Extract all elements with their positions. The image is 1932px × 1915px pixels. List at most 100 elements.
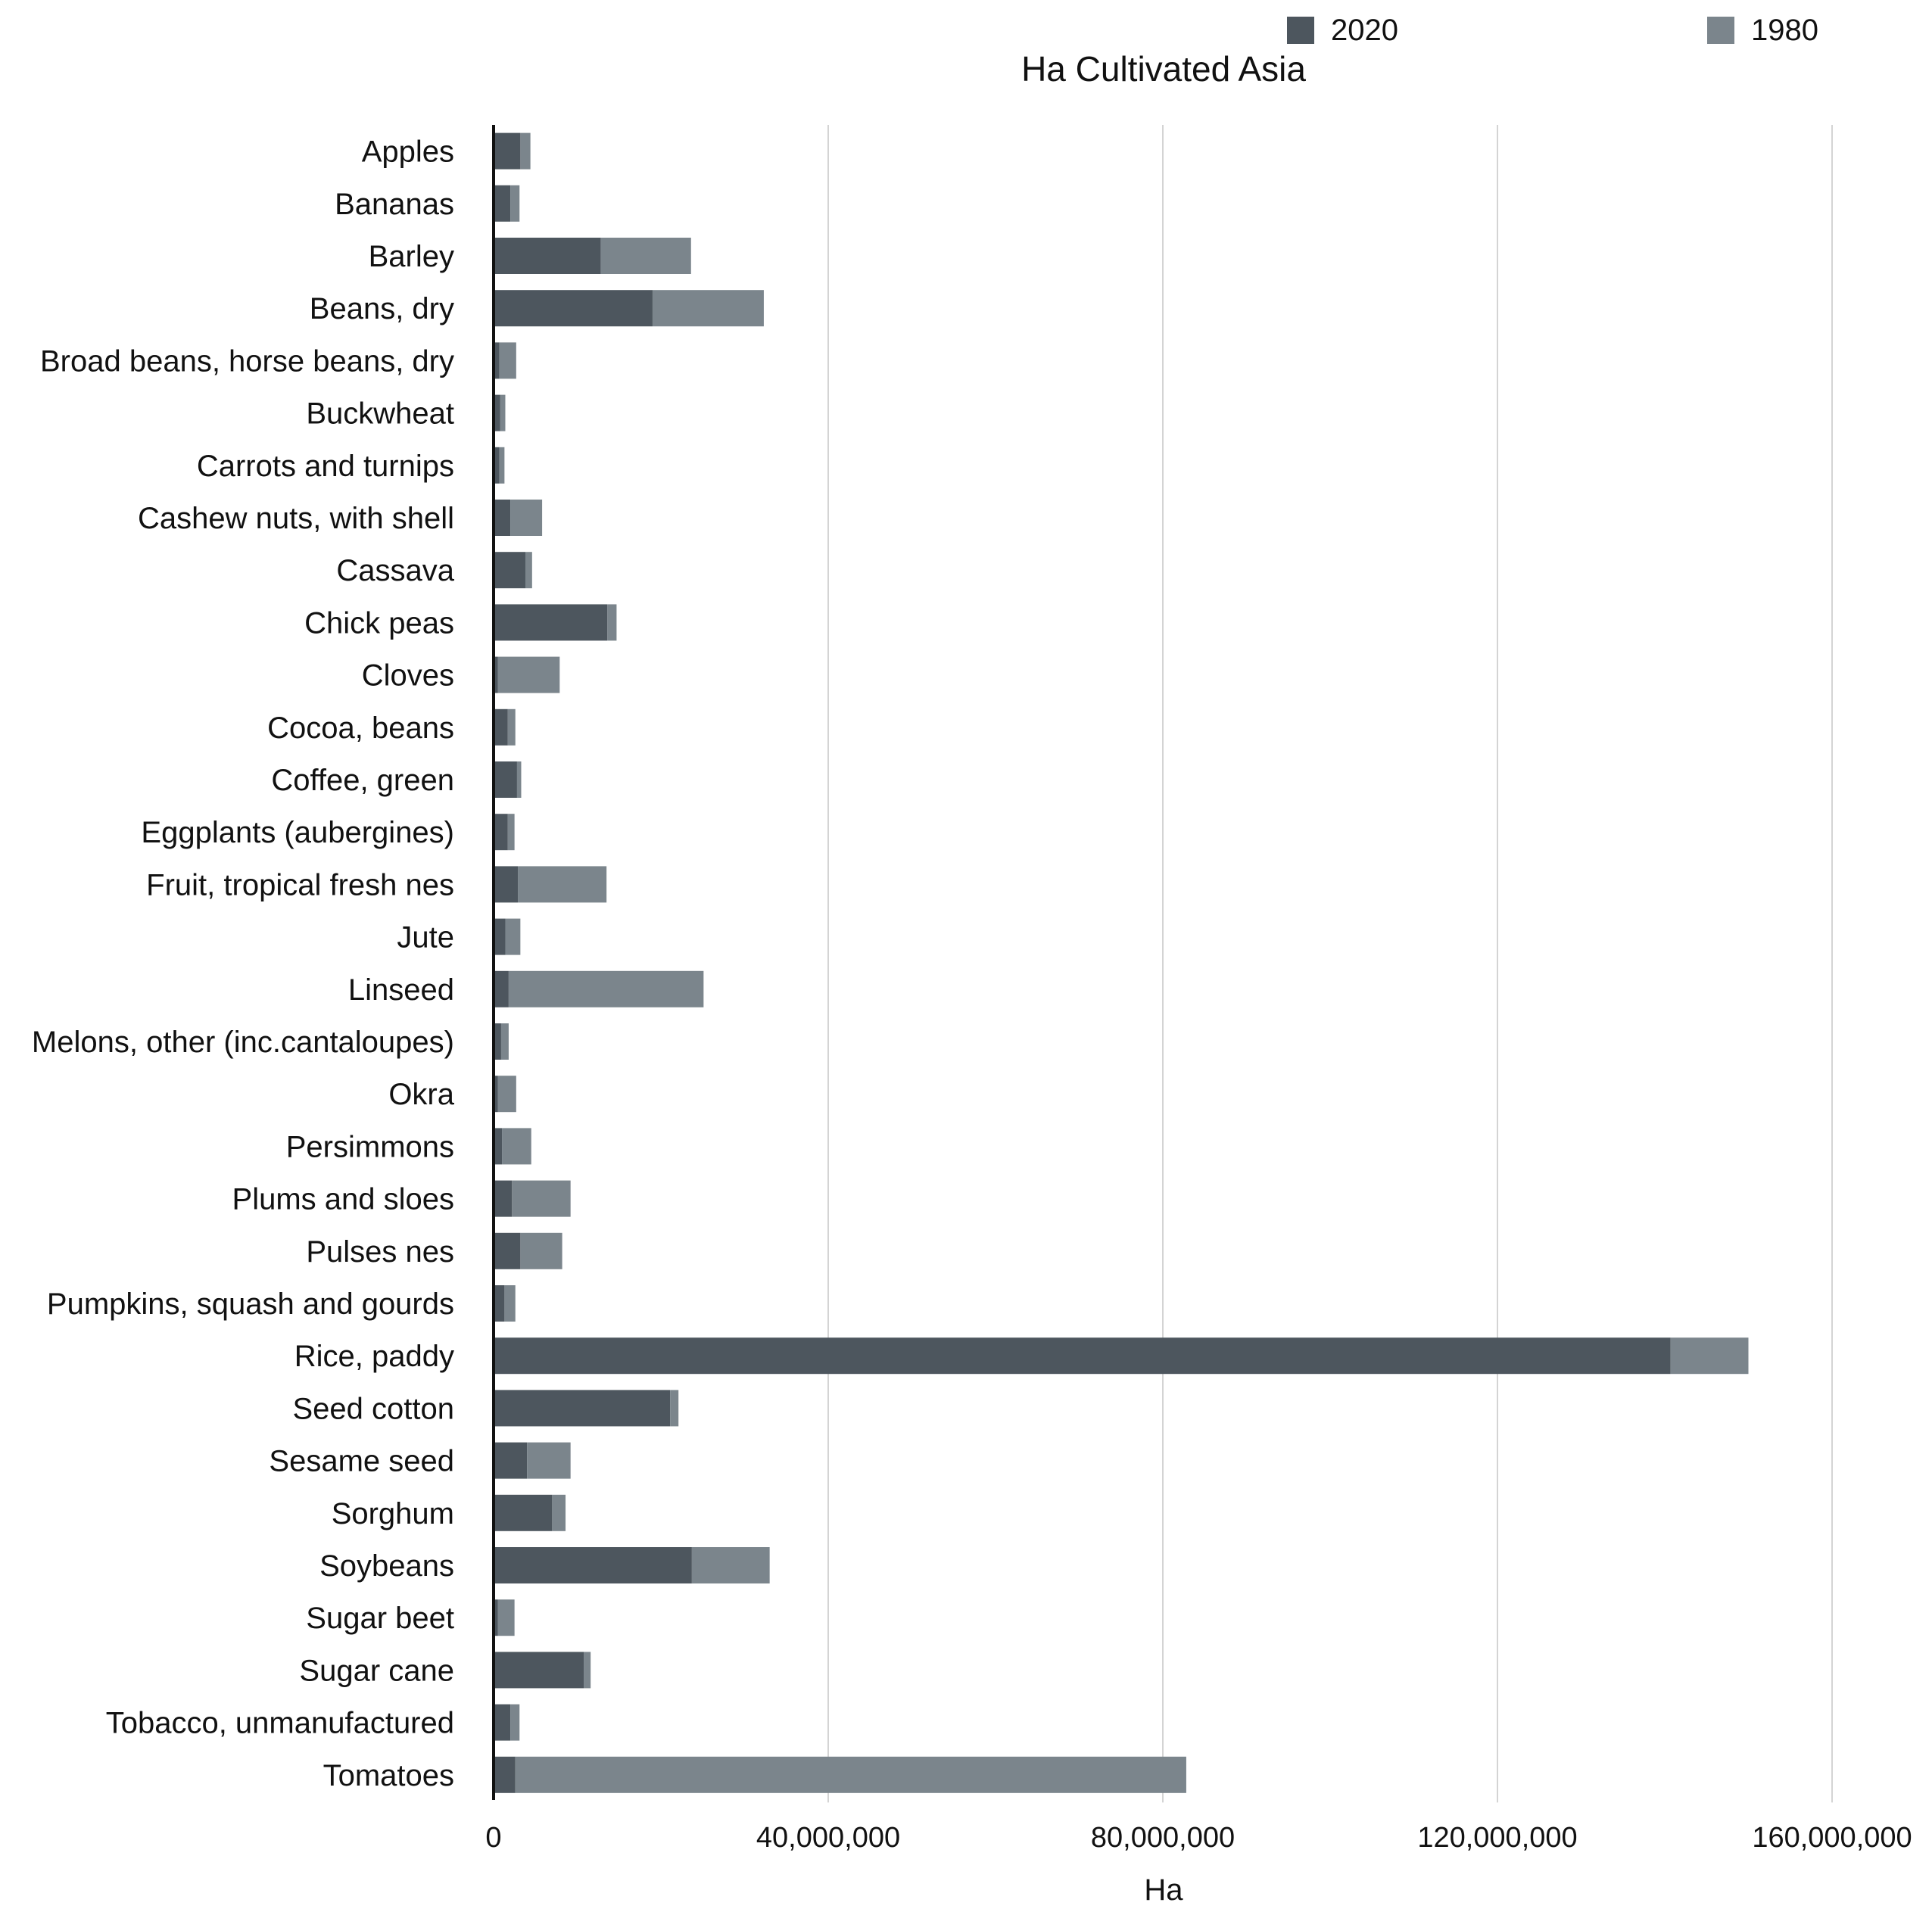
bar-2020 [494, 970, 509, 1007]
category-label: Beans, dry [310, 292, 454, 325]
bar-2020 [494, 656, 498, 693]
bar-1980 [510, 1704, 520, 1741]
bar-2020 [494, 1704, 511, 1741]
category-label: Coffee, green [271, 764, 454, 797]
category-label: Tobacco, unmanufactured [106, 1707, 454, 1740]
bar-2020 [494, 1337, 1671, 1375]
category-label: Broad beans, horse beans, dry [40, 344, 454, 378]
bar-2020 [494, 1652, 584, 1689]
category-label: Eggplants (aubergines) [141, 816, 454, 849]
category-label: Melons, other (inc.cantaloupes) [32, 1026, 454, 1059]
legend-label-1980: 1980 [1751, 14, 1818, 47]
bar-1980 [1670, 1337, 1749, 1375]
bar-1980 [502, 1128, 531, 1165]
bar-2020 [494, 1232, 521, 1269]
bar-1980 [504, 1285, 516, 1322]
legend-swatch-2020 [1287, 17, 1314, 44]
x-axis-ticks: 0 40,000,000 80,000,000 120,000,000 160,000,… [485, 1822, 1912, 1854]
category-label: Sugar cane [299, 1654, 454, 1687]
bar-1980 [516, 761, 522, 798]
bar-1980 [527, 1442, 571, 1479]
bar-1980 [510, 185, 520, 222]
bar-1980 [505, 918, 521, 955]
bar-1980 [515, 1756, 1186, 1793]
bar-1980 [500, 394, 506, 431]
bar-1980 [507, 814, 515, 851]
category-label: Cassava [336, 554, 454, 587]
bar-1980 [552, 1494, 566, 1531]
x-tick-label: 160,000,000 [1752, 1822, 1912, 1854]
bar-2020 [494, 1599, 498, 1636]
bar-2020 [494, 132, 521, 170]
bar-1980 [507, 708, 516, 746]
category-label: Cashew nuts, with shell [138, 502, 454, 535]
category-label: Jute [397, 921, 454, 954]
bar-2020 [494, 866, 519, 903]
bar-2020 [494, 604, 608, 641]
bar-2020 [494, 447, 500, 484]
bar-1980 [499, 447, 505, 484]
legend-swatch-1980 [1707, 17, 1734, 44]
bar-2020 [494, 1180, 513, 1217]
category-label: Chick peas [304, 606, 454, 640]
bar-1980 [584, 1652, 591, 1689]
category-label: Seed cotton [293, 1392, 455, 1425]
bar-2020 [494, 1442, 528, 1479]
category-label: Tomatoes [323, 1759, 454, 1792]
category-label: Plums and sloes [232, 1183, 454, 1216]
category-label: Pulses nes [306, 1235, 454, 1269]
bar-2020 [494, 1756, 516, 1793]
bar-1980 [510, 500, 543, 536]
bar-1980 [607, 604, 617, 641]
bar-2020 [494, 761, 517, 798]
bar-2020 [494, 1076, 498, 1113]
category-label: Persimmons [286, 1130, 454, 1163]
category-label: Okra [388, 1078, 454, 1111]
bar-1980 [508, 970, 704, 1007]
bar-1980 [520, 1232, 562, 1269]
chart-title: Ha Cultivated Asia [1021, 49, 1306, 89]
bar-1980 [497, 1599, 515, 1636]
bar-2020 [494, 238, 601, 274]
bar-2020 [494, 1547, 692, 1583]
category-label: Cloves [362, 659, 454, 693]
bars [494, 132, 1749, 1793]
category-label: Fruit, tropical fresh nes [146, 868, 454, 901]
bar-1980 [525, 552, 532, 589]
category-label: Linseed [348, 973, 454, 1007]
bar-1980 [670, 1390, 679, 1427]
bar-1980 [499, 342, 516, 379]
bar-2020 [494, 1128, 503, 1165]
category-label: Buckwheat [306, 397, 454, 431]
bar-2020 [494, 500, 511, 536]
bar-1980 [497, 656, 560, 693]
category-label: Sesame seed [269, 1445, 454, 1478]
bar-2020 [494, 1390, 671, 1427]
category-label: Sugar beet [306, 1602, 454, 1635]
category-label: Apples [362, 135, 454, 169]
category-label: Barley [369, 240, 454, 273]
x-tick-label: 40,000,000 [756, 1822, 900, 1854]
category-label: Rice, paddy [294, 1340, 454, 1373]
bar-1980 [512, 1180, 571, 1217]
bar-2020 [494, 290, 653, 327]
category-label: Bananas [335, 188, 454, 221]
bar-2020 [494, 552, 525, 589]
bar-2020 [494, 1494, 553, 1531]
bar-2020 [494, 918, 506, 955]
bar-2020 [494, 708, 508, 746]
category-label: Carrots and turnips [197, 450, 454, 483]
bar-2020 [494, 394, 500, 431]
bar-1980 [500, 1023, 509, 1060]
bar-1980 [497, 1076, 516, 1113]
bar-2020 [494, 1285, 505, 1322]
legend-label-2020: 2020 [1331, 14, 1398, 47]
x-axis-title: Ha [1144, 1873, 1183, 1907]
legend: 2020 1980 [1287, 14, 1818, 47]
bar-2020 [494, 1023, 501, 1060]
gridlines [827, 125, 1833, 1803]
bar-1980 [518, 866, 607, 903]
x-tick-label: 0 [485, 1822, 501, 1854]
category-label: Sorghum [332, 1497, 454, 1530]
